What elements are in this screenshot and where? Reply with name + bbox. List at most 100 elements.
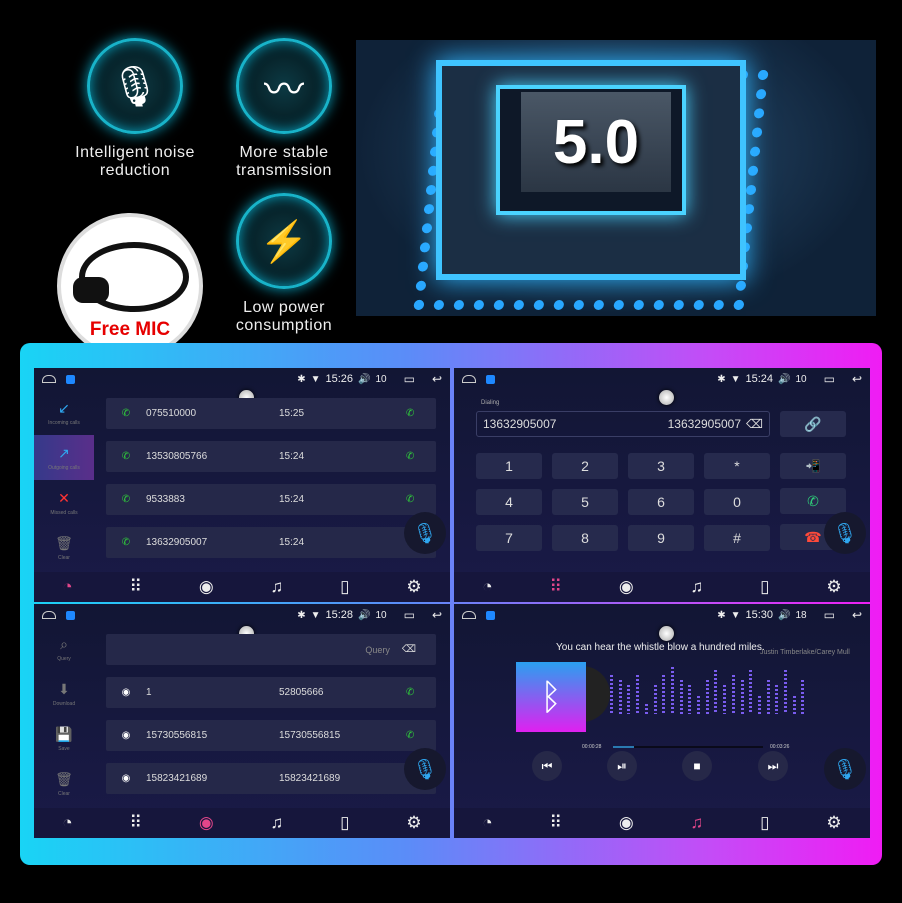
bluetooth-icon: ᛒ xyxy=(540,676,562,717)
call-log-row[interactable]: ✆ 9533883 15:24 ✆ xyxy=(106,484,436,515)
settings-icon[interactable]: ⚙ xyxy=(406,577,422,596)
audio-transfer-button[interactable]: 📲 xyxy=(780,453,846,479)
settings-icon[interactable]: ⚙ xyxy=(826,813,842,832)
sidebar-item[interactable]: 💾 Save xyxy=(34,716,94,761)
keypad-key-0[interactable]: 0 xyxy=(704,489,770,515)
keypad-key-7[interactable]: 7 xyxy=(476,525,542,551)
back-icon[interactable]: ↩ xyxy=(851,372,862,386)
settings-icon[interactable]: ⚙ xyxy=(826,577,842,596)
call-icon[interactable]: ✆ xyxy=(406,451,415,462)
keypad-key-2[interactable]: 2 xyxy=(552,453,618,479)
call-log-icon[interactable]: ◔ xyxy=(62,577,73,596)
progress-bar[interactable] xyxy=(613,746,763,748)
floating-ball[interactable] xyxy=(659,390,674,405)
call-icon[interactable]: ✆ xyxy=(406,687,415,698)
keypad-key-5[interactable]: 5 xyxy=(552,489,618,515)
sidebar-item[interactable]: ⌕ Query xyxy=(34,626,94,671)
backspace-icon[interactable]: ⌫ xyxy=(746,417,763,431)
next-button[interactable]: ⏭ xyxy=(758,751,788,781)
back-icon[interactable]: ↩ xyxy=(431,608,442,622)
call-time: 15:24 xyxy=(279,494,305,505)
keypad-key-8[interactable]: 8 xyxy=(552,525,618,551)
back-icon[interactable]: ↩ xyxy=(851,608,862,622)
music-icon[interactable]: ♫ xyxy=(690,813,704,832)
dial-number-field[interactable]: 13632905007 13632905007 ⌫ xyxy=(476,411,770,437)
voice-assistant-button[interactable]: 🎙 xyxy=(404,512,446,554)
contacts-icon[interactable]: ◉ xyxy=(618,577,634,596)
call-log-row[interactable]: ✆ 075510000 15:25 ✆ xyxy=(106,398,436,429)
keypad-key-9[interactable]: 9 xyxy=(628,525,694,551)
sidebar-item[interactable]: 🗑 Clear xyxy=(34,525,94,570)
backspace-icon[interactable]: ⌫ xyxy=(401,644,416,655)
previous-button[interactable]: ⏮ xyxy=(532,751,562,781)
home-icon[interactable] xyxy=(42,611,56,619)
music-icon[interactable]: ♫ xyxy=(270,577,284,596)
stop-button[interactable]: ■ xyxy=(682,751,712,781)
contact-row[interactable]: ◉ 1 52805666 ✆ xyxy=(106,677,436,708)
call-icon[interactable]: ✆ xyxy=(406,408,415,419)
sidebar-item[interactable]: ✕ Missed calls xyxy=(34,480,94,525)
play-pause-button[interactable]: ⏯ xyxy=(607,751,637,781)
recent-apps-icon[interactable]: ▭ xyxy=(823,372,835,386)
app-icon[interactable] xyxy=(66,610,75,620)
sidebar-item[interactable]: 🗑 Clear xyxy=(34,761,94,806)
settings-icon[interactable]: ⚙ xyxy=(406,813,422,832)
home-icon[interactable] xyxy=(462,611,476,619)
contacts-icon[interactable]: ◉ xyxy=(198,813,214,832)
keypad-key-3[interactable]: 3 xyxy=(628,453,694,479)
phone-link-icon[interactable]: ▯ xyxy=(760,813,770,832)
call-log-icon[interactable]: ◔ xyxy=(482,577,493,596)
floating-ball[interactable] xyxy=(659,626,674,641)
contact-row[interactable]: ◉ 15730556815 15730556815 ✆ xyxy=(106,720,436,751)
app-icon[interactable] xyxy=(486,374,495,384)
phone-link-icon[interactable]: ▯ xyxy=(760,577,770,596)
contact-number: 15730556815 xyxy=(279,730,341,741)
app-icon[interactable] xyxy=(66,374,75,384)
music-icon[interactable]: ♫ xyxy=(270,813,284,832)
keypad-key-4[interactable]: 4 xyxy=(476,489,542,515)
keypad-icon[interactable]: ⠿ xyxy=(549,813,562,832)
home-icon[interactable] xyxy=(462,375,476,383)
sidebar-item[interactable]: ↗ Outgoing calls xyxy=(34,435,94,480)
voice-assistant-button[interactable]: 🎙 xyxy=(404,748,446,790)
call-time: 15:24 xyxy=(279,451,305,462)
contacts-icon[interactable]: ◉ xyxy=(198,577,214,596)
call-log-row[interactable]: ✆ 13530805766 15:24 ✆ xyxy=(106,441,436,472)
keypad-key-1[interactable]: 1 xyxy=(476,453,542,479)
phone-link-icon[interactable]: ▯ xyxy=(340,813,350,832)
sidebar-item[interactable]: ⬇ Download xyxy=(34,671,94,716)
app-icon[interactable] xyxy=(486,610,495,620)
keypad-icon[interactable]: ⠿ xyxy=(129,577,142,596)
hangup-icon: ☎ xyxy=(804,528,822,545)
call-button[interactable]: ✆ xyxy=(780,488,846,514)
query-field[interactable]: Query ⌫ xyxy=(106,634,436,665)
sidebar-item-label: Save xyxy=(58,745,70,752)
back-icon[interactable]: ↩ xyxy=(431,372,442,386)
contacts-icon[interactable]: ◉ xyxy=(618,813,634,832)
call-log-icon[interactable]: ◔ xyxy=(482,813,493,832)
recent-apps-icon[interactable]: ▭ xyxy=(823,608,835,622)
phone-link-icon[interactable]: ▯ xyxy=(340,577,350,596)
sidebar-item[interactable]: ↙ Incoming calls xyxy=(34,390,94,435)
music-icon[interactable]: ♫ xyxy=(690,577,704,596)
keypad-key-*[interactable]: * xyxy=(704,453,770,479)
keypad-key-#[interactable]: # xyxy=(704,525,770,551)
link-button[interactable]: 🔗 xyxy=(780,411,846,437)
bottom-nav: ◔ ⠿ ◉ ♫ ▯ ⚙ xyxy=(454,572,870,602)
call-icon[interactable]: ✆ xyxy=(406,730,415,741)
call-icon[interactable]: ✆ xyxy=(406,494,415,505)
voice-assistant-button[interactable]: 🎙 xyxy=(824,512,866,554)
home-icon[interactable] xyxy=(42,375,56,383)
equalizer-bar xyxy=(644,703,648,714)
keypad-key-6[interactable]: 6 xyxy=(628,489,694,515)
recent-apps-icon[interactable]: ▭ xyxy=(403,608,415,622)
stop-icon: ■ xyxy=(693,759,701,773)
keypad-icon[interactable]: ⠿ xyxy=(549,577,562,596)
volume-icon: 🔊 xyxy=(358,373,371,385)
recent-apps-icon[interactable]: ▭ xyxy=(403,372,415,386)
voice-assistant-button[interactable]: 🎙 xyxy=(824,748,866,790)
keypad-icon[interactable]: ⠿ xyxy=(129,813,142,832)
call-log-icon[interactable]: ◔ xyxy=(62,813,73,832)
